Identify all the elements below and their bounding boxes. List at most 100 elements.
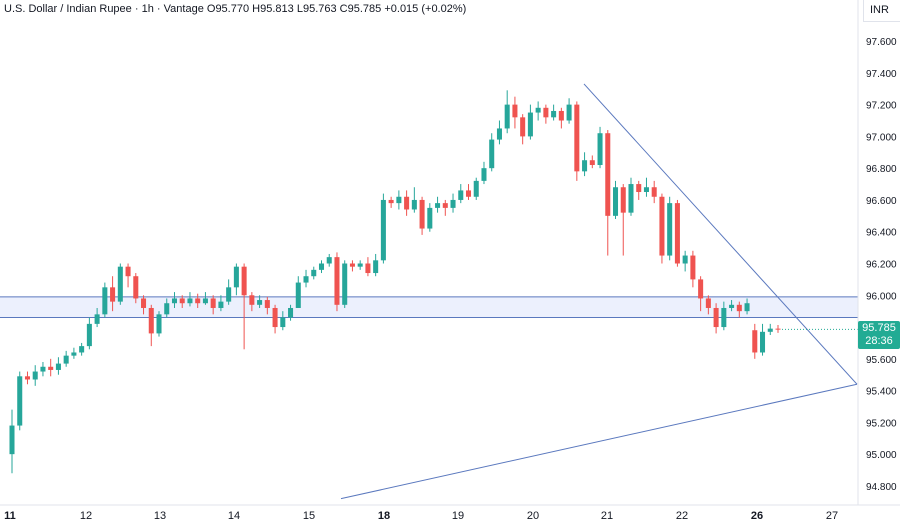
candle-body [233, 266, 239, 288]
candle-body [326, 257, 332, 264]
time-tick-label: 26 [751, 510, 763, 522]
high-value: 95.813 [260, 3, 294, 15]
price-axis[interactable]: 94.80095.00095.20095.40095.60095.80096.0… [866, 37, 897, 493]
low-label: L [296, 3, 303, 15]
candle-body [558, 110, 564, 121]
price-tick-label: 94.800 [866, 482, 897, 493]
candle-body [295, 282, 301, 308]
candle-body [380, 199, 386, 261]
candle-body [373, 260, 379, 274]
ascending-trendline[interactable] [340, 383, 858, 500]
symbol-name[interactable]: U.S. Dollar / Indian Rupee [4, 3, 132, 15]
candle-body [435, 203, 441, 208]
candle [272, 304, 278, 334]
candle-body [736, 304, 742, 312]
candle [752, 323, 758, 359]
price-tick-label: 95.000 [866, 450, 897, 461]
broker-label: Vantage [163, 3, 204, 15]
candle [311, 266, 317, 280]
time-tick-label: 11 [4, 510, 16, 522]
candle-body [504, 104, 510, 129]
candle-body [257, 300, 263, 305]
interval-label[interactable]: 1h [141, 3, 154, 15]
candle-body [551, 110, 557, 118]
candle-body [55, 363, 61, 370]
candle-body [690, 255, 696, 280]
candle [520, 114, 526, 145]
candle [543, 104, 549, 124]
descending-trendline[interactable] [583, 83, 858, 385]
candle [512, 96, 518, 129]
candle-body [117, 266, 123, 302]
candle [241, 263, 247, 350]
candle-body [775, 328, 781, 330]
candle [195, 293, 201, 308]
currency-label[interactable]: INR [863, 0, 900, 22]
close-value: 95.785 [347, 3, 382, 15]
price-tick-label: 95.600 [866, 355, 897, 366]
candle-body [71, 352, 77, 356]
candle-body [752, 330, 758, 353]
time-tick-label: 20 [527, 510, 539, 522]
price-tick-label: 95.200 [866, 418, 897, 429]
candles [9, 90, 781, 474]
candle [481, 161, 487, 185]
time-tick-label: 18 [378, 510, 390, 522]
candle-body [450, 199, 456, 208]
candle [496, 120, 502, 145]
candle-body [357, 263, 363, 267]
candle [380, 193, 386, 264]
candle [117, 263, 123, 305]
candle-body [9, 425, 15, 455]
candle-body [32, 371, 38, 380]
candle [535, 101, 541, 121]
candle [419, 196, 425, 235]
candle [32, 365, 38, 386]
candle [102, 282, 108, 318]
candle-body [125, 266, 131, 277]
time-axis[interactable]: 11 12 13 14 15 18 19 20 21 22 26 27 [4, 510, 838, 522]
candle [71, 347, 77, 359]
candle [295, 276, 301, 308]
price-tick-label: 96.400 [866, 228, 897, 239]
candle [404, 190, 410, 216]
candle-body [667, 203, 673, 256]
candle [729, 300, 735, 312]
candle-body [318, 263, 325, 270]
candle-body [419, 199, 425, 229]
candle [566, 98, 572, 124]
candle [767, 323, 773, 335]
candle [651, 180, 657, 204]
candle-body [404, 196, 410, 210]
candle [736, 301, 742, 318]
candle [202, 292, 208, 305]
header-separator: · [156, 3, 164, 15]
candle [674, 199, 680, 267]
symbol-header[interactable]: U.S. Dollar / Indian Rupee · 1h · Vantag… [4, 3, 466, 15]
candle [705, 295, 711, 315]
candle-body [597, 133, 603, 165]
bar-countdown: 28:36 [865, 335, 893, 348]
candle-body [311, 269, 317, 277]
candle-body [210, 298, 216, 308]
price-tick-label: 96.200 [866, 260, 897, 271]
candle-body [566, 104, 572, 121]
candle [218, 295, 224, 312]
candle [458, 184, 464, 204]
candle [48, 358, 54, 377]
open-value: 95.770 [215, 3, 250, 15]
candle-body [465, 190, 472, 197]
candle [156, 311, 162, 337]
candle-body [133, 276, 139, 299]
time-tick-label: 15 [303, 510, 315, 522]
candle [388, 196, 394, 208]
price-tick-label: 97.600 [866, 37, 897, 48]
time-tick-label: 19 [452, 510, 464, 522]
candle [342, 260, 348, 308]
candle-body [148, 307, 154, 334]
candle-body [605, 133, 611, 216]
candle [148, 304, 154, 347]
candle [713, 303, 719, 334]
candle-body [767, 328, 773, 332]
